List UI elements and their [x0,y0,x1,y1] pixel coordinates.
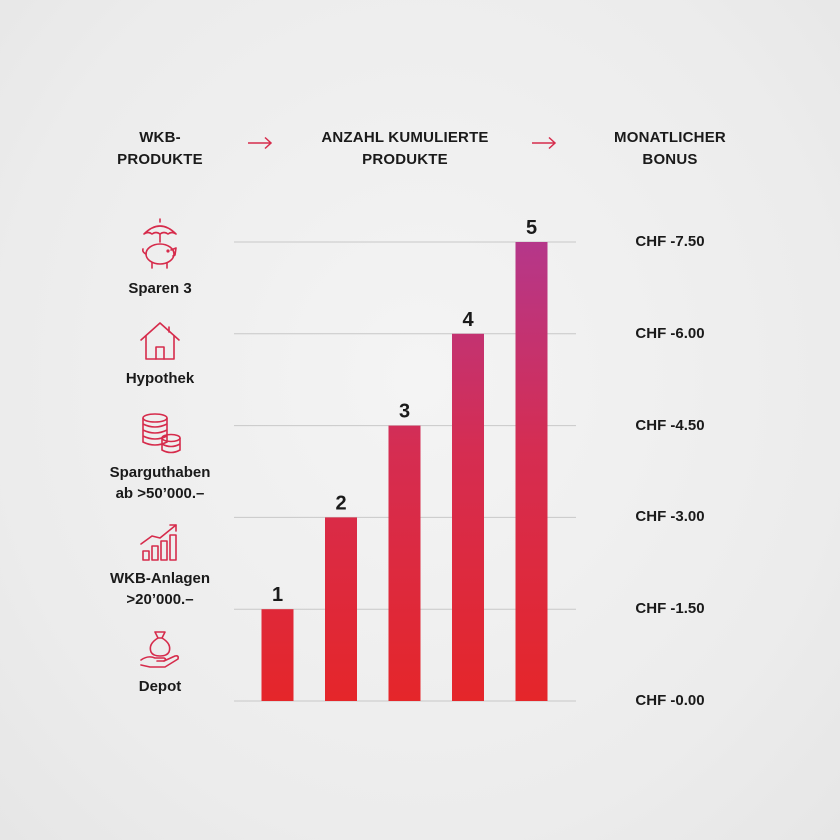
bar-1 [261,609,294,701]
y-tick-label: CHF -0.00 [635,692,705,709]
product-wkb-anlagen: WKB-Anlagen >20’000.– [80,522,240,610]
product-label-line: Depot [138,678,182,695]
bar-4 [452,333,484,701]
product-label-line: Sparen 3 [128,280,192,297]
header-cumulative-products: ANZAHL KUMULIERTE PRODUKTE [300,127,510,171]
header-monthly-bonus: MONATLICHER BONUS [590,127,750,171]
house-icon [140,322,180,360]
product-label: Hypothek [80,368,240,389]
product-label: Sparguthaben ab >50’000.– [80,462,240,504]
product-label: Sparen 3 [80,278,240,299]
product-hypothek: Hypothek [80,320,240,389]
product-depot: Depot [80,628,240,697]
bar-2 [325,517,357,701]
product-label: WKB-Anlagen >20’000.– [80,568,240,610]
header-line: MONATLICHER [614,129,726,146]
header-line: PRODUKTE [117,151,203,168]
header-line: BONUS [642,151,698,168]
bar-data-label: 4 [462,309,474,331]
product-label: Depot [80,676,240,697]
growth-chart-icon [140,524,177,561]
header-wkb-products: WKB- PRODUKTE [95,127,225,171]
header-line: WKB- [139,129,181,146]
product-label-line: ab >50’000.– [115,485,205,502]
bar-data-label: 1 [272,584,283,606]
bars [261,242,548,701]
product-label-line: Hypothek [125,370,195,387]
hand-money-bag-icon [140,631,179,668]
arrow-right-icon [248,136,273,150]
bar-data-label: 2 [335,492,346,514]
product-label-line: >20’000.– [126,591,194,608]
header-line: ANZAHL KUMULIERTE [321,129,489,146]
y-tick-label: CHF -1.50 [635,600,705,618]
y-tick-label: CHF -7.50 [635,233,705,250]
bar-3 [388,425,421,701]
bar-data-label: 5 [526,217,537,239]
product-label-line: WKB-Anlagen [110,570,210,587]
coin-stack-icon [142,413,181,454]
product-label-line: Sparguthaben [109,464,211,481]
header-line: PRODUKTE [362,151,448,168]
y-tick-label: CHF -6.00 [635,324,705,342]
piggy-bank-umbrella-icon [142,218,177,269]
arrow-right-icon [532,136,557,150]
y-tick-label: CHF -4.50 [635,416,705,434]
product-sparguthaben: Sparguthaben ab >50’000.– [80,412,240,504]
bar-data-label: 3 [399,401,410,423]
bar-data-labels: 1 2 3 4 5 [272,217,537,606]
product-sparen-3: Sparen 3 [80,216,240,299]
y-tick-label: CHF -3.00 [635,508,705,526]
bar-5 [515,242,548,701]
